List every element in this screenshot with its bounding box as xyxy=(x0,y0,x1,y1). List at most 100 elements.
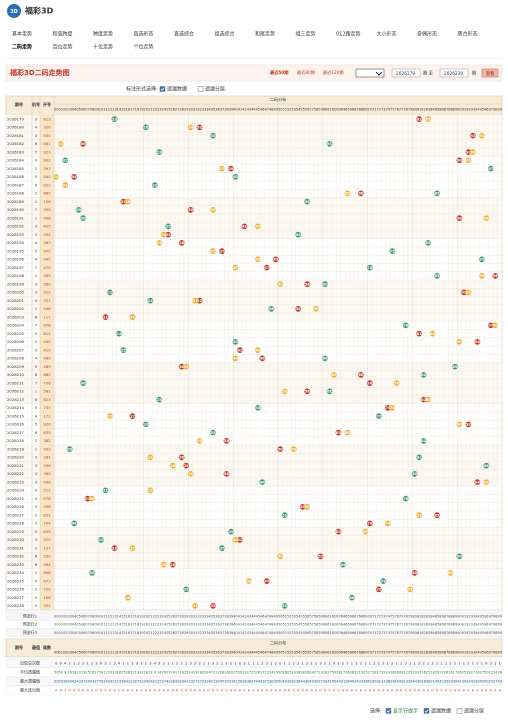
presel-code[interactable]: 10 xyxy=(99,623,103,627)
presel-code[interactable]: 68 xyxy=(359,623,363,627)
presel-code[interactable]: 47 xyxy=(265,623,269,627)
presel-code[interactable]: 77 xyxy=(399,623,403,627)
presel-code[interactable]: 20 xyxy=(144,614,148,618)
option-text[interactable]: 遗漏分层 xyxy=(205,86,225,93)
presel-code[interactable]: 23 xyxy=(157,623,161,627)
presel-code[interactable]: 18 xyxy=(135,623,139,627)
presel-code[interactable]: 21 xyxy=(148,614,152,618)
presel-code[interactable]: 68 xyxy=(359,614,363,618)
presel-code[interactable]: 75 xyxy=(390,614,394,618)
presel-code[interactable]: 11 xyxy=(103,631,107,635)
presel-code[interactable]: 28 xyxy=(179,614,183,618)
presel-code[interactable]: 93 xyxy=(471,631,475,635)
presel-code[interactable]: 33 xyxy=(202,614,206,618)
presel-code[interactable]: 74 xyxy=(386,623,391,627)
presel-code[interactable]: 25 xyxy=(166,623,170,627)
footer-option[interactable]: 遗漏分层 xyxy=(464,707,484,714)
presel-code[interactable]: 41 xyxy=(238,631,242,635)
option-checkbox[interactable] xyxy=(159,86,166,92)
presel-code[interactable]: 46 xyxy=(260,614,264,618)
presel-code[interactable]: 81 xyxy=(417,631,421,635)
presel-code[interactable]: 57 xyxy=(309,614,313,618)
presel-code[interactable]: 19 xyxy=(139,631,143,635)
presel-code[interactable]: 92 xyxy=(466,631,470,635)
presel-code[interactable]: 27 xyxy=(175,631,179,635)
presel-code[interactable]: 88 xyxy=(448,631,452,635)
presel-code[interactable]: 69 xyxy=(363,631,367,635)
presel-code[interactable]: 75 xyxy=(390,631,394,635)
presel-code[interactable]: 04 xyxy=(72,631,77,635)
presel-code[interactable]: 64 xyxy=(341,623,346,627)
presel-code[interactable]: 90 xyxy=(457,623,461,627)
presel-code[interactable]: 65 xyxy=(345,631,349,635)
presel-code[interactable]: 24 xyxy=(162,623,167,627)
presel-code[interactable]: 72 xyxy=(377,623,381,627)
presel-code[interactable]: 86 xyxy=(439,623,443,627)
presel-code[interactable]: 13 xyxy=(112,623,116,627)
presel-code[interactable]: 53 xyxy=(291,623,295,627)
presel-code[interactable]: 28 xyxy=(179,631,183,635)
presel-code[interactable]: 51 xyxy=(282,631,286,635)
range-link[interactable]: 最近80期 xyxy=(297,69,315,76)
presel-code[interactable]: 34 xyxy=(206,631,211,635)
presel-code[interactable]: 63 xyxy=(336,623,340,627)
presel-code[interactable]: 63 xyxy=(336,614,340,618)
presel-code[interactable]: 60 xyxy=(323,631,327,635)
presel-code[interactable]: 02 xyxy=(63,614,67,618)
presel-code[interactable]: 31 xyxy=(193,623,197,627)
presel-code[interactable]: 48 xyxy=(269,614,273,618)
presel-code[interactable]: 70 xyxy=(368,614,372,618)
presel-code[interactable]: 56 xyxy=(305,631,309,635)
presel-code[interactable]: 09 xyxy=(94,631,98,635)
presel-code[interactable]: 30 xyxy=(188,623,192,627)
presel-code[interactable]: 33 xyxy=(202,631,206,635)
nav-link[interactable]: 百位走势 xyxy=(53,44,73,51)
presel-code[interactable]: 99 xyxy=(498,623,502,627)
presel-code[interactable]: 65 xyxy=(345,614,349,618)
presel-code[interactable]: 09 xyxy=(94,614,98,618)
presel-code[interactable]: 19 xyxy=(139,623,143,627)
presel-code[interactable]: 44 xyxy=(251,614,256,618)
presel-code[interactable]: 86 xyxy=(439,631,443,635)
presel-code[interactable]: 42 xyxy=(242,623,246,627)
presel-code[interactable]: 45 xyxy=(256,623,260,627)
start-input[interactable] xyxy=(391,68,421,78)
presel-code[interactable]: 04 xyxy=(72,614,77,618)
presel-code[interactable]: 17 xyxy=(130,614,134,618)
presel-code[interactable]: 35 xyxy=(211,631,215,635)
presel-code[interactable]: 65 xyxy=(345,623,349,627)
presel-code[interactable]: 42 xyxy=(242,631,246,635)
presel-code[interactable]: 32 xyxy=(197,614,201,618)
nav-link[interactable]: 组三走势 xyxy=(296,31,316,38)
presel-code[interactable]: 97 xyxy=(489,631,493,635)
presel-code[interactable]: 07 xyxy=(85,631,89,635)
presel-code[interactable]: 70 xyxy=(368,623,372,627)
presel-code[interactable]: 49 xyxy=(274,614,278,618)
presel-code[interactable]: 51 xyxy=(282,614,286,618)
presel-code[interactable]: 34 xyxy=(206,614,211,618)
nav-link[interactable]: 个位走势 xyxy=(134,44,154,51)
presel-code[interactable]: 29 xyxy=(184,623,188,627)
presel-code[interactable]: 22 xyxy=(153,614,157,618)
presel-code[interactable]: 93 xyxy=(471,614,475,618)
presel-code[interactable]: 41 xyxy=(238,614,242,618)
period-select[interactable] xyxy=(355,68,385,78)
presel-code[interactable]: 58 xyxy=(314,623,318,627)
presel-code[interactable]: 18 xyxy=(135,614,139,618)
presel-code[interactable]: 01 xyxy=(58,614,62,618)
nav-link[interactable]: 基本走势 xyxy=(12,31,32,38)
presel-code[interactable]: 00 xyxy=(54,614,58,618)
presel-code[interactable]: 21 xyxy=(148,623,152,627)
presel-code[interactable]: 39 xyxy=(229,623,233,627)
presel-code[interactable]: 78 xyxy=(403,614,407,618)
footer-option[interactable]: 遗漏数据 xyxy=(431,707,451,714)
presel-code[interactable]: 10 xyxy=(99,614,103,618)
presel-code[interactable]: 46 xyxy=(260,631,264,635)
presel-code[interactable]: 80 xyxy=(412,631,416,635)
presel-code[interactable]: 32 xyxy=(197,631,201,635)
presel-code[interactable]: 89 xyxy=(453,623,457,627)
presel-code[interactable]: 96 xyxy=(484,631,488,635)
presel-code[interactable]: 08 xyxy=(90,631,94,635)
presel-code[interactable]: 13 xyxy=(112,631,116,635)
presel-code[interactable]: 69 xyxy=(363,614,367,618)
